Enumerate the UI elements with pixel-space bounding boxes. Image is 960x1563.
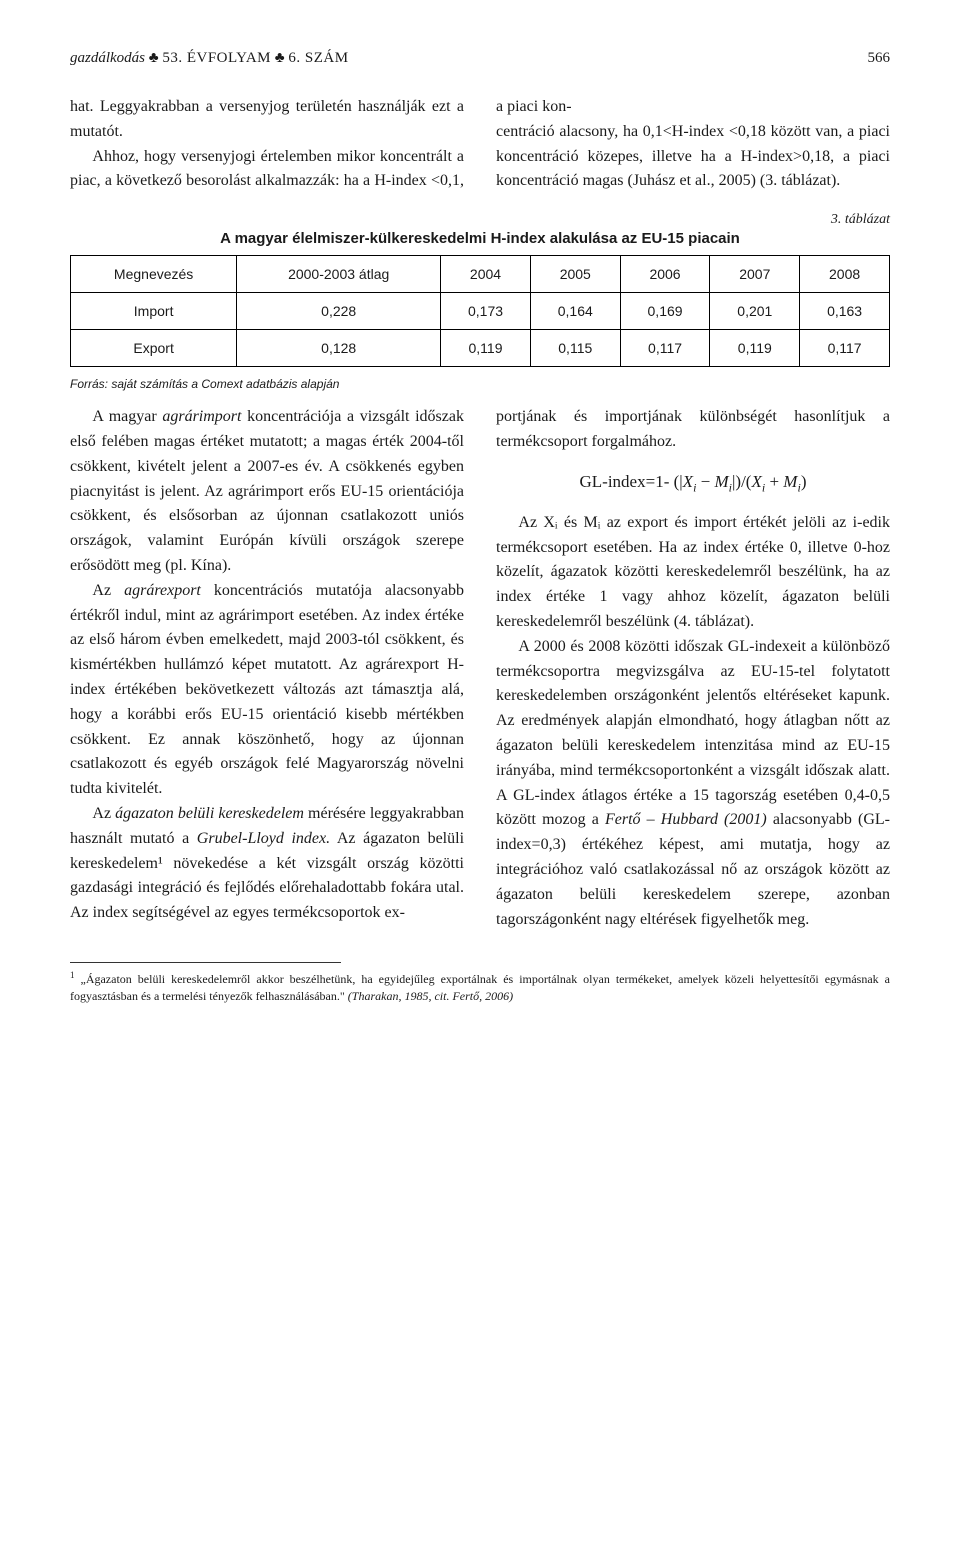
td: 0,115 [530, 330, 620, 367]
td: 0,119 [710, 330, 800, 367]
body-left-p1: A magyar agrárimport koncentrációja a vi… [70, 405, 464, 579]
table3: Megnevezés 2000-2003 átlag 2004 2005 200… [70, 255, 890, 367]
th: 2005 [530, 256, 620, 293]
footnote-1: 1 „Ágazaton belüli kereskedelemről akkor… [70, 969, 890, 1005]
table3-block: 3. táblázat A magyar élelmiszer-külkeres… [70, 212, 890, 367]
th: Megnevezés [71, 256, 237, 293]
td: 0,169 [620, 293, 710, 330]
table-row: Megnevezés 2000-2003 átlag 2004 2005 200… [71, 256, 890, 293]
body-right-p3: A 2000 és 2008 közötti időszak GL-indexe… [496, 635, 890, 933]
td: 0,173 [441, 293, 531, 330]
th: 2007 [710, 256, 800, 293]
td: 0,117 [800, 330, 890, 367]
table3-caption: A magyar élelmiszer-külkereskedelmi H-in… [70, 230, 890, 247]
td: 0,164 [530, 293, 620, 330]
td: 0,117 [620, 330, 710, 367]
body-right-p2: Az Xᵢ és Mᵢ az export és import értékét … [496, 511, 890, 635]
body-left-p3: Az ágazaton belüli kereskedelem mérésére… [70, 802, 464, 926]
issue: 6. SZÁM [288, 50, 348, 66]
footnote-separator [70, 962, 341, 963]
th: 2008 [800, 256, 890, 293]
table3-number: 3. táblázat [70, 212, 890, 228]
para-top-right: centráció alacsony, ha 0,1<H-index <0,18… [496, 120, 890, 194]
td: 0,228 [237, 293, 441, 330]
page-number: 566 [868, 50, 891, 67]
body-left-p2: Az agrárexport koncentrációs mutatója al… [70, 579, 464, 802]
td: 0,119 [441, 330, 531, 367]
volume: 53. ÉVFOLYAM [162, 50, 271, 66]
club-icon: ♣ [149, 50, 159, 66]
table-row: Import 0,228 0,173 0,164 0,169 0,201 0,1… [71, 293, 890, 330]
td: 0,128 [237, 330, 441, 367]
body-right-p1: portjának és importjának különbségét has… [496, 405, 890, 455]
td: Import [71, 293, 237, 330]
td: 0,201 [710, 293, 800, 330]
journal-name: gazdálkodás [70, 50, 145, 66]
table3-source: Forrás: saját számítás a Comext adatbázi… [70, 377, 890, 391]
td: 0,163 [800, 293, 890, 330]
running-header: gazdálkodás ♣ 53. ÉVFOLYAM ♣ 6. SZÁM 566 [70, 50, 890, 67]
para-top-left-1: hat. Leggyakrabban a versenyjog területé… [70, 95, 464, 145]
th: 2004 [441, 256, 531, 293]
table-row: Export 0,128 0,119 0,115 0,117 0,119 0,1… [71, 330, 890, 367]
body-two-col: A magyar agrárimport koncentrációja a vi… [70, 405, 890, 932]
club-icon: ♣ [275, 50, 285, 66]
header-left: gazdálkodás ♣ 53. ÉVFOLYAM ♣ 6. SZÁM [70, 50, 349, 67]
gl-index-formula: GL-index=1- (|Xi − Mi|)/(Xi + Mi) [496, 469, 890, 497]
th: 2006 [620, 256, 710, 293]
top-two-col: hat. Leggyakrabban a versenyjog területé… [70, 95, 890, 194]
th: 2000-2003 átlag [237, 256, 441, 293]
td: Export [71, 330, 237, 367]
